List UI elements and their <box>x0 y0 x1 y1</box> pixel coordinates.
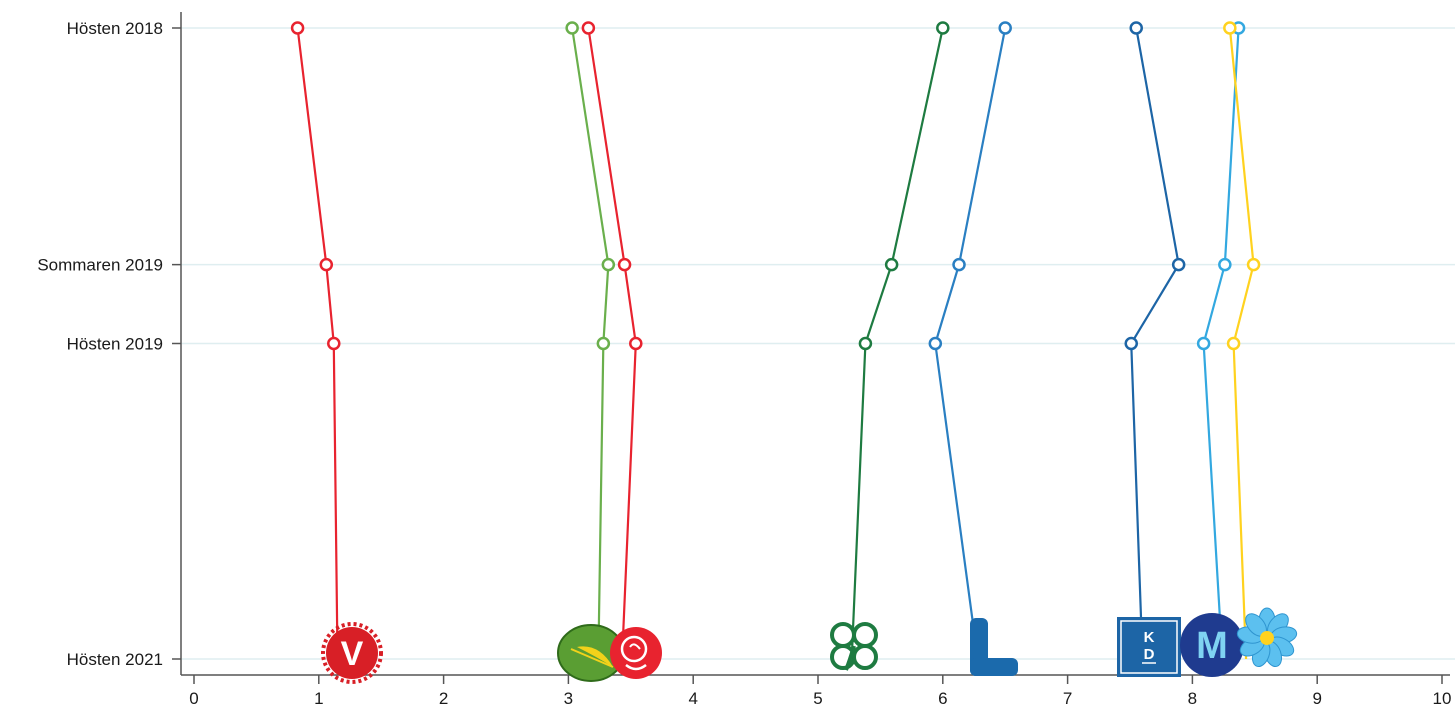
x-axis-ticks: 0 1 2 3 4 5 6 7 8 9 10 <box>189 675 1451 708</box>
data-point <box>581 21 596 35</box>
series-line <box>850 27 944 660</box>
y-tick-label: Hösten 2021 <box>67 650 163 669</box>
x-tick-label: 6 <box>938 689 947 708</box>
data-point <box>629 336 643 351</box>
data-point <box>1218 257 1232 272</box>
series-line <box>296 27 339 660</box>
series-line <box>571 27 610 660</box>
x-tick-label: 0 <box>189 689 198 708</box>
grid-lines <box>181 27 1455 660</box>
data-point <box>936 21 950 35</box>
data-point <box>928 336 943 351</box>
data-point <box>1124 336 1138 351</box>
data-point <box>327 336 341 351</box>
y-tick-label: Hösten 2019 <box>67 335 163 354</box>
series-line <box>587 27 637 660</box>
x-tick-label: 5 <box>813 689 822 708</box>
v-logo-label: V <box>341 635 364 673</box>
y-tick-label: Hösten 2018 <box>67 19 163 38</box>
data-point <box>1226 336 1241 351</box>
m-logo-icon: M <box>1180 613 1244 677</box>
data-point <box>858 336 873 351</box>
x-tick-label: 9 <box>1312 689 1321 708</box>
y-axis-ticks: Hösten 2018 Sommaren 2019 Hösten 2019 Höste… <box>37 19 181 669</box>
series-points <box>290 21 1261 351</box>
s-logo-icon <box>610 627 662 679</box>
data-point <box>1223 21 1237 35</box>
series-line <box>1130 27 1180 660</box>
data-point <box>319 257 334 272</box>
x-tick-label: 3 <box>564 689 573 708</box>
series-line <box>1228 27 1255 660</box>
series-line <box>1202 27 1240 660</box>
data-point <box>601 257 616 272</box>
data-point <box>1129 21 1143 35</box>
x-tick-label: 4 <box>688 689 697 708</box>
x-tick-label: 8 <box>1188 689 1197 708</box>
data-point <box>952 257 966 272</box>
series-line <box>934 27 1007 660</box>
data-point <box>998 21 1012 35</box>
v-logo-icon: V <box>321 622 383 684</box>
data-point <box>1196 336 1211 351</box>
data-point <box>565 21 579 35</box>
data-point <box>884 257 899 272</box>
x-tick-label: 7 <box>1063 689 1072 708</box>
kd-logo-icon: K D <box>1117 617 1181 677</box>
data-point <box>617 257 632 272</box>
data-point <box>596 336 611 351</box>
l-logo-icon <box>970 618 1018 676</box>
kd-logo-top: K <box>1144 629 1155 646</box>
sd-logo-icon <box>1236 607 1298 667</box>
series-lines <box>296 27 1255 660</box>
data-point <box>1246 257 1261 272</box>
kd-logo-bottom: D <box>1144 646 1155 663</box>
x-tick-label: 2 <box>439 689 448 708</box>
y-tick-label: Sommaren 2019 <box>37 256 163 275</box>
data-point <box>290 21 305 35</box>
m-logo-label: M <box>1196 625 1228 667</box>
c-logo-icon <box>830 622 878 671</box>
party-logos: V K <box>321 607 1298 684</box>
x-tick-label: 1 <box>314 689 323 708</box>
data-point <box>1171 257 1186 272</box>
x-tick-label: 10 <box>1433 689 1452 708</box>
